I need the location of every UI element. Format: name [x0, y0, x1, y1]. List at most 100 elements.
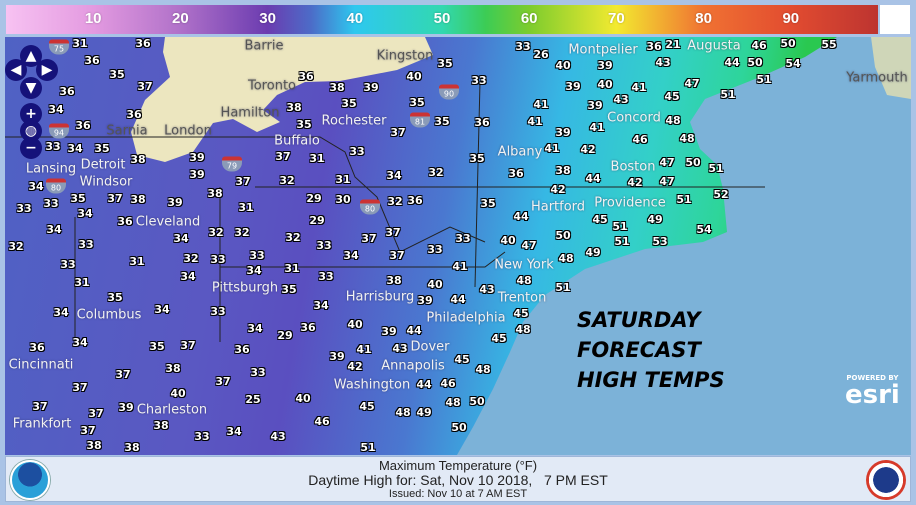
interstate-shield-icon: 80: [46, 178, 66, 194]
temperature-label: 51: [360, 441, 376, 454]
temperature-label: 48: [515, 323, 531, 336]
temperature-label: 40: [427, 278, 443, 291]
temperature-label: 38: [386, 274, 402, 287]
temperature-label: 31: [284, 262, 300, 275]
temperature-label: 34: [53, 306, 69, 319]
city-label: Washington: [333, 377, 411, 393]
legend-tick-label: 50: [433, 10, 451, 27]
city-label: Charleston: [136, 402, 208, 418]
temperature-label: 46: [751, 39, 767, 52]
temperature-label: 47: [521, 239, 537, 252]
interstate-shield-icon: 94: [49, 123, 69, 139]
interstate-shield-icon: 81: [410, 112, 430, 128]
pan-right-icon[interactable]: ▶: [36, 59, 58, 81]
temperature-label: 35: [434, 115, 450, 128]
globe-extent-icon[interactable]: ◍: [20, 120, 42, 142]
temperature-label: 39: [363, 81, 379, 94]
temperature-label: 38: [555, 164, 571, 177]
temperature-label: 31: [309, 152, 325, 165]
temperature-label: 35: [437, 57, 453, 70]
temperature-label: 36: [29, 341, 45, 354]
temperature-label: 26: [533, 48, 549, 61]
temperature-label: 51: [676, 193, 692, 206]
temperature-label: 50: [780, 37, 796, 50]
temperature-label: 42: [550, 183, 566, 196]
temperature-label: 32: [428, 166, 444, 179]
forecast-overlay-text: SATURDAY FORECAST HIGH TEMPS: [577, 305, 725, 395]
overlay-line: HIGH TEMPS: [577, 368, 725, 392]
temperature-label: 45: [491, 332, 507, 345]
temperature-label: 39: [597, 59, 613, 72]
temperature-label: 25: [245, 393, 261, 406]
city-label: Kingston: [376, 48, 434, 64]
temperature-label: 32: [183, 252, 199, 265]
temperature-label: 45: [592, 213, 608, 226]
temperature-label: 37: [385, 226, 401, 239]
temperature-label: 39: [555, 126, 571, 139]
temperature-label: 44: [513, 210, 529, 223]
temperature-label: 51: [612, 220, 628, 233]
temperature-label: 44: [406, 324, 422, 337]
temperature-label: 40: [597, 78, 613, 91]
temperature-label: 37: [235, 175, 251, 188]
temperature-label: 37: [88, 407, 104, 420]
temperature-label: 39: [587, 99, 603, 112]
temperature-label: 48: [395, 406, 411, 419]
temperature-label: 50: [685, 156, 701, 169]
pan-up-icon[interactable]: ▲: [20, 45, 42, 67]
temperature-label: 48: [558, 252, 574, 265]
temperature-label: 31: [72, 37, 88, 50]
city-label: New York: [494, 257, 554, 273]
map-canvas[interactable]: Barrie Kingston Toronto Hamilton London Sarni…: [5, 37, 911, 455]
temperature-label: 39: [189, 151, 205, 164]
temperature-label: 36: [474, 116, 490, 129]
zoom-in-icon[interactable]: +: [20, 103, 42, 125]
temperature-label: 38: [86, 439, 102, 452]
temperature-label: 54: [785, 57, 801, 70]
temperature-label: 34: [343, 249, 359, 262]
temperature-label: 36: [75, 119, 91, 132]
legend-end-swatch: [880, 5, 910, 34]
temperature-label: 35: [109, 68, 125, 81]
city-label: Yarmouth: [846, 70, 908, 86]
temperature-label: 41: [452, 260, 468, 273]
city-label: Detroit: [80, 157, 126, 173]
zoom-out-icon[interactable]: −: [20, 137, 42, 159]
temperature-label: 53: [652, 235, 668, 248]
temperature-label: 43: [613, 93, 629, 106]
esri-wordmark: esri: [845, 380, 900, 410]
temperature-label: 32: [387, 195, 403, 208]
footer-title: Maximum Temperature (°F): [378, 458, 538, 473]
temperature-label: 43: [392, 342, 408, 355]
map-footer: Maximum Temperature (°F) Daytime High fo…: [5, 456, 911, 502]
temperature-label: 34: [46, 223, 62, 236]
temperature-label: 37: [32, 400, 48, 413]
temperature-label: 42: [627, 176, 643, 189]
temperature-label: 37: [361, 232, 377, 245]
city-label: Hartford: [530, 199, 586, 215]
temperature-label: 38: [207, 187, 223, 200]
pan-down-icon[interactable]: ▼: [20, 77, 42, 99]
temperature-label: 38: [124, 441, 140, 454]
noaa-logo: [10, 460, 50, 500]
temperature-label: 40: [295, 392, 311, 405]
legend-tick-label: 70: [608, 10, 625, 27]
city-label: Windsor: [79, 174, 133, 190]
footer-valid-time: Daytime High for: Sat, Nov 10 2018, 7 PM…: [308, 472, 608, 488]
city-label: Annapolis: [381, 358, 445, 374]
temperature-label: 34: [48, 103, 64, 116]
pan-left-icon[interactable]: ◀: [5, 59, 27, 81]
temperature-label: 46: [314, 415, 330, 428]
temperature-label: 36: [59, 85, 75, 98]
temperature-label: 33: [471, 74, 487, 87]
city-label: Providence: [594, 195, 666, 211]
temperature-label: 39: [329, 350, 345, 363]
temperature-label: 48: [665, 114, 681, 127]
temperature-label: 36: [117, 215, 133, 228]
temperature-label: 38: [286, 101, 302, 114]
temperature-label: 35: [469, 152, 485, 165]
temperature-label: 33: [210, 305, 226, 318]
temperature-label: 34: [77, 207, 93, 220]
temperature-label: 35: [480, 197, 496, 210]
temperature-label: 36: [135, 37, 151, 50]
